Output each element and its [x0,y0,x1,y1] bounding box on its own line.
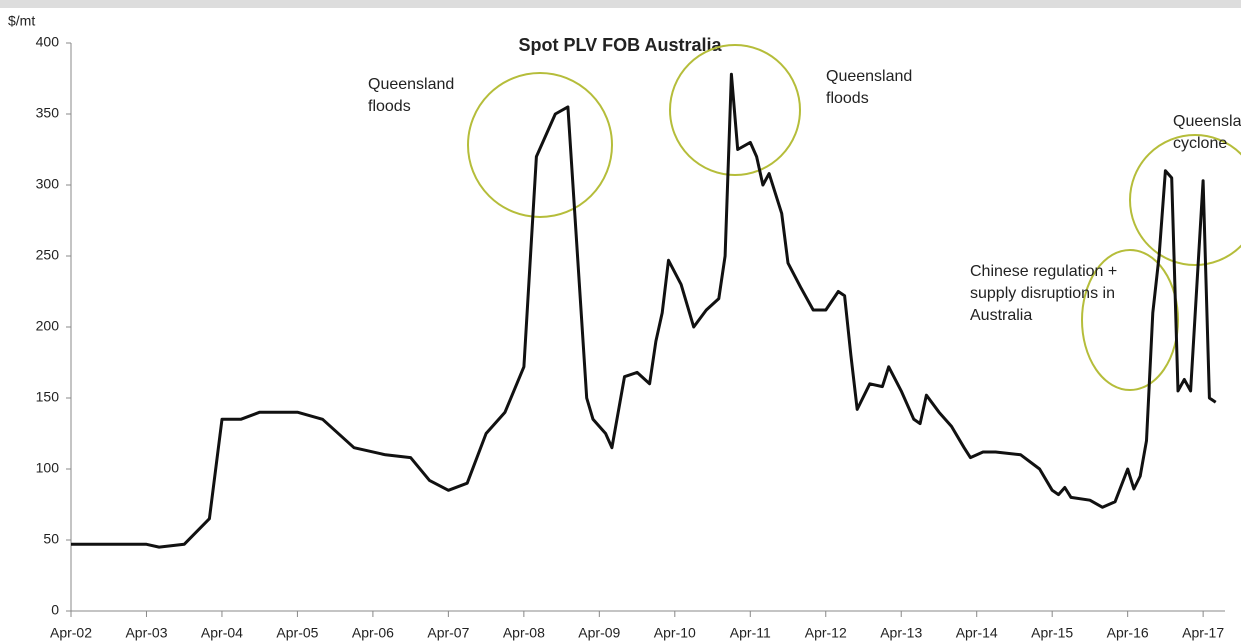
chart-title: Spot PLV FOB Australia [518,35,722,55]
x-tick-label: Apr-09 [578,625,620,641]
x-tick-label: Apr-02 [50,625,92,641]
annotation: Queensland [1173,113,1241,130]
highlight-circle [1130,135,1241,265]
chart: Spot PLV FOB Australia $/mt 0 50 100 150 200… [0,0,1241,644]
x-tick-label: Apr-08 [503,625,545,641]
x-tick-label: Apr-12 [805,625,847,641]
annotation: floods [368,98,411,115]
y-tick-label: 50 [43,531,59,547]
y-tick-label: 200 [36,318,60,334]
y-tick-label: 250 [36,247,60,263]
annotation: Queensland [368,76,454,93]
annotation: floods [826,90,869,107]
y-tick-label: 350 [36,105,60,121]
price-line [71,74,1216,547]
x-tick-label: Apr-05 [276,625,318,641]
annotation: Chinese regulation + [970,263,1117,280]
x-tick-label: Apr-17 [1182,625,1224,641]
y-tick-label: 150 [36,389,60,405]
x-tick-label: Apr-13 [880,625,922,641]
x-tick-label: Apr-06 [352,625,394,641]
top-bar [0,0,1241,8]
x-tick-label: Apr-15 [1031,625,1073,641]
annotation: Australia [970,307,1032,324]
x-tick-label: Apr-10 [654,625,696,641]
x-tick-label: Apr-11 [730,625,771,641]
annotation: cyclone [1173,135,1227,152]
annotation: Queensland [826,68,912,85]
x-tick-label: Apr-14 [956,625,998,641]
annotation: supply disruptions in [970,285,1115,302]
x-tick-label: Apr-03 [125,625,167,641]
x-tick-label: Apr-07 [427,625,469,641]
x-tick-label: Apr-16 [1107,625,1149,641]
y-tick-label: 0 [51,602,59,618]
y-axis-label: $/mt [8,13,35,29]
x-tick-label: Apr-04 [201,625,243,641]
y-tick-label: 300 [36,176,60,192]
y-tick-label: 100 [36,460,60,476]
y-tick-label: 400 [36,34,60,50]
